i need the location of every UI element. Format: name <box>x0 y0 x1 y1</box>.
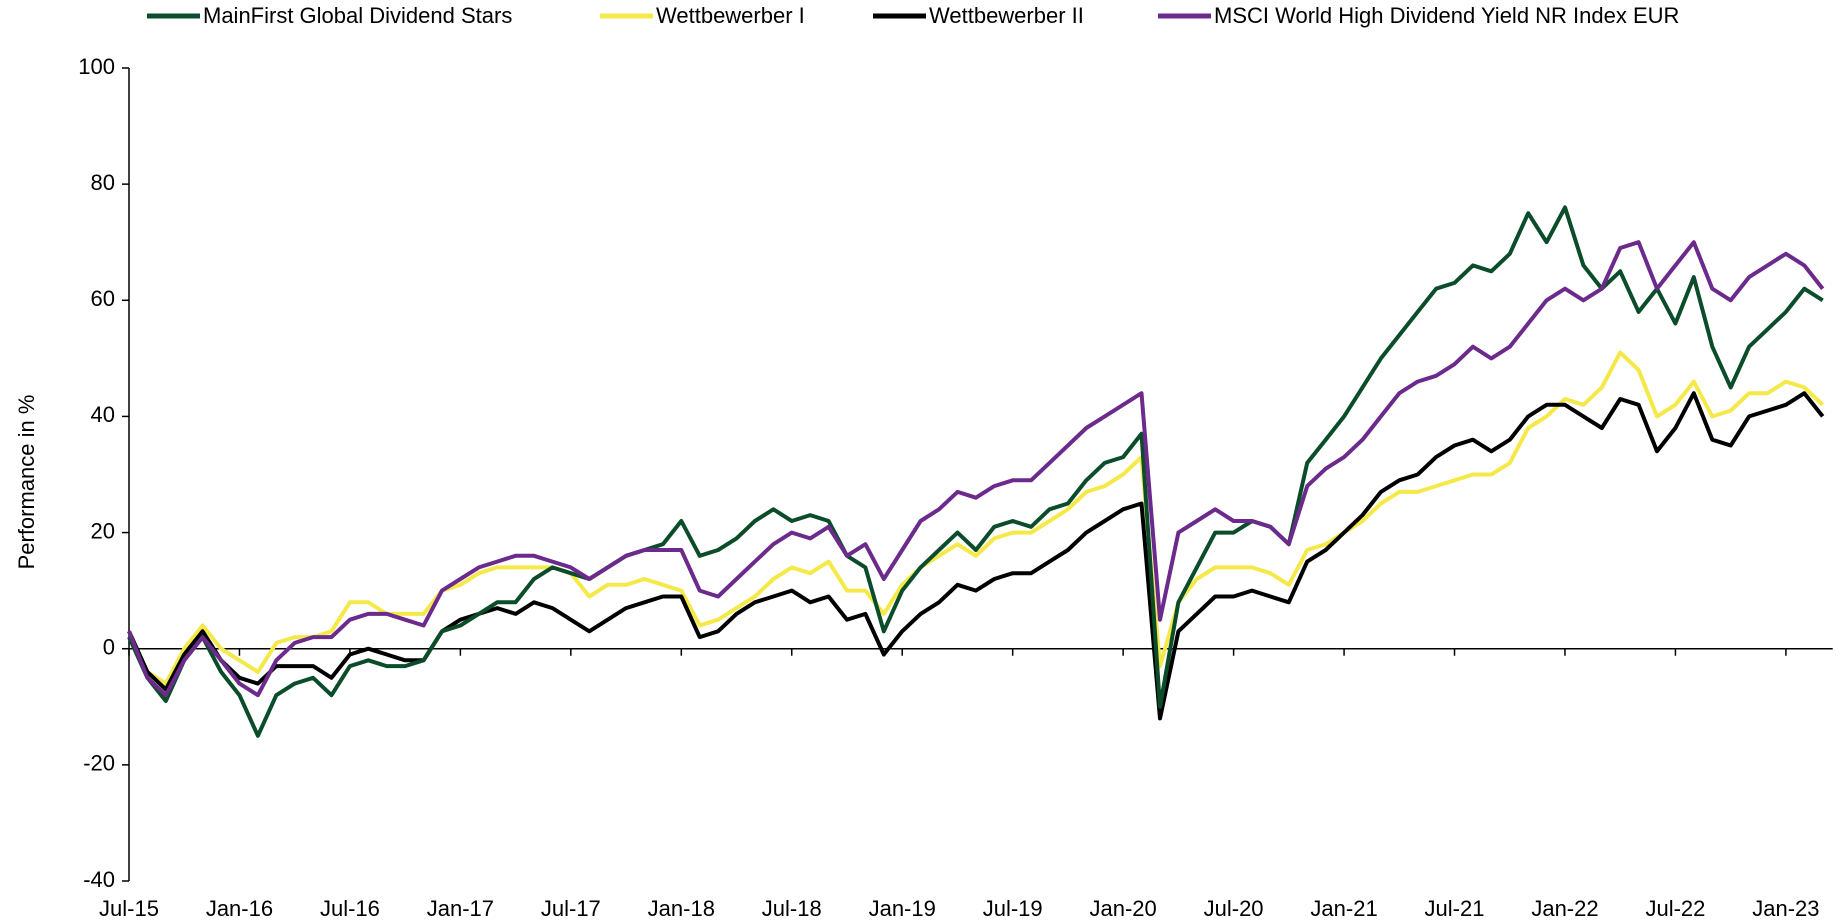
series-line <box>127 205 1824 738</box>
y-tick-label: 20 <box>91 518 115 543</box>
series-line <box>127 240 1825 698</box>
y-tick-label: -40 <box>83 867 115 892</box>
x-tick-label: Jul-16 <box>320 896 380 921</box>
y-axis-label: Performance in % <box>14 395 39 570</box>
legend-label: MainFirst Global Dividend Stars <box>203 3 512 28</box>
y-tick-label: 0 <box>103 635 115 660</box>
x-tick-label: Jul-22 <box>1645 896 1705 921</box>
legend-label: MSCI World High Dividend Yield NR Index … <box>1214 3 1679 28</box>
series-line <box>127 391 1825 721</box>
x-tick-label: Jul-21 <box>1425 896 1485 921</box>
x-tick-label: Jan-20 <box>1089 896 1156 921</box>
x-tick-label: Jan-21 <box>1310 896 1377 921</box>
y-tick-label: -20 <box>83 751 115 776</box>
x-tick-label: Jan-17 <box>427 896 494 921</box>
x-tick-label: Jan-18 <box>648 896 715 921</box>
series-line <box>127 350 1825 686</box>
x-tick-label: Jul-15 <box>99 896 159 921</box>
x-tick-label: Jan-23 <box>1752 896 1819 921</box>
x-tick-label: Jan-22 <box>1531 896 1598 921</box>
y-tick-label: 60 <box>91 286 115 311</box>
legend-label: Wettbewerber I <box>656 3 805 28</box>
x-tick-label: Jan-16 <box>206 896 273 921</box>
y-tick-label: 80 <box>91 170 115 195</box>
y-tick-label: 100 <box>78 54 115 79</box>
x-tick-label: Jan-19 <box>869 896 936 921</box>
x-tick-label: Jul-18 <box>762 896 822 921</box>
y-tick-label: 40 <box>91 402 115 427</box>
x-tick-label: Jul-19 <box>983 896 1043 921</box>
legend-label: Wettbewerber II <box>929 3 1084 28</box>
x-tick-label: Jul-20 <box>1204 896 1264 921</box>
x-tick-label: Jul-17 <box>541 896 601 921</box>
